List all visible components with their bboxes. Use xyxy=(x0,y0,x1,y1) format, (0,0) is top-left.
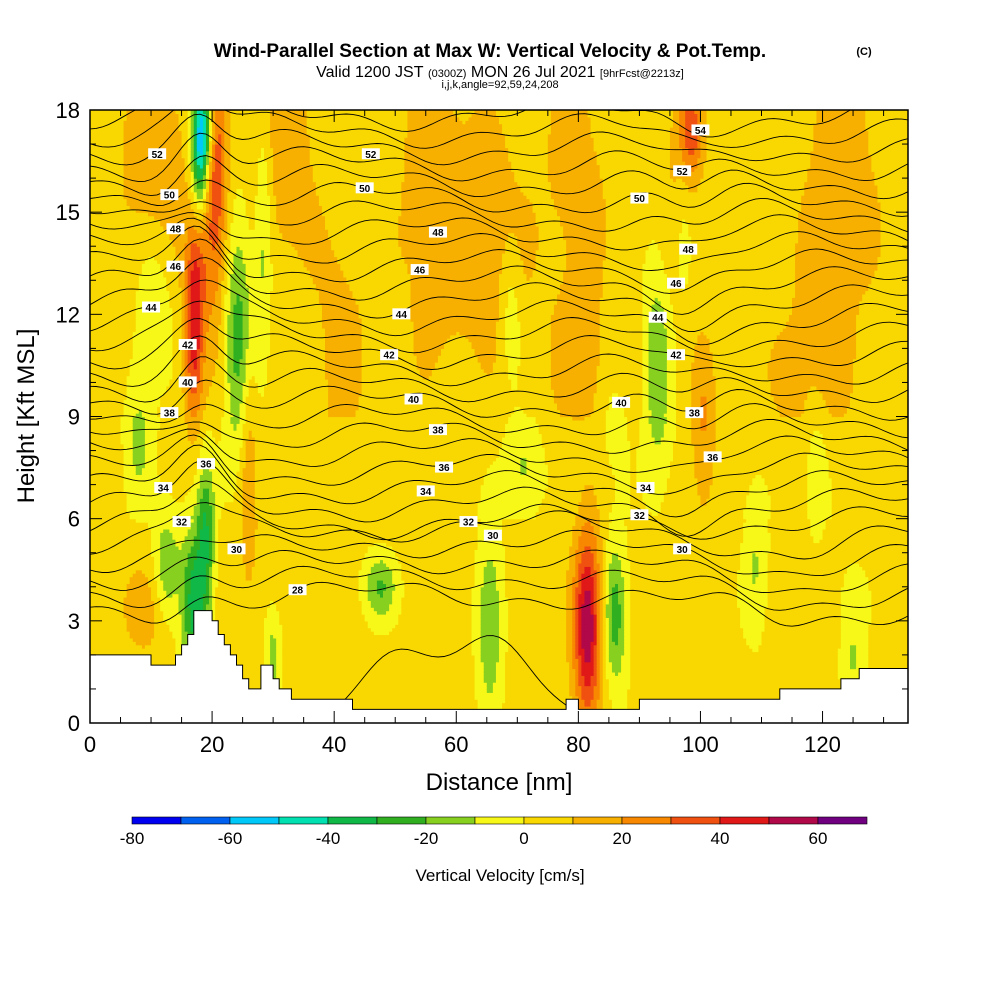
subtitle-valid-time: Valid 1200 JST xyxy=(316,64,424,81)
chart-title: Wind-Parallel Section at Max W: Vertical… xyxy=(214,41,766,62)
chart-figure: Wind-Parallel Section at Max W: Vertical… xyxy=(0,0,1000,1000)
title-mark: (C) xyxy=(856,46,872,58)
subtitle-params: i,j,k,angle=92,59,24,208 xyxy=(441,79,558,91)
subtitle-forecast: [9hrFcst@2213z] xyxy=(600,68,684,80)
